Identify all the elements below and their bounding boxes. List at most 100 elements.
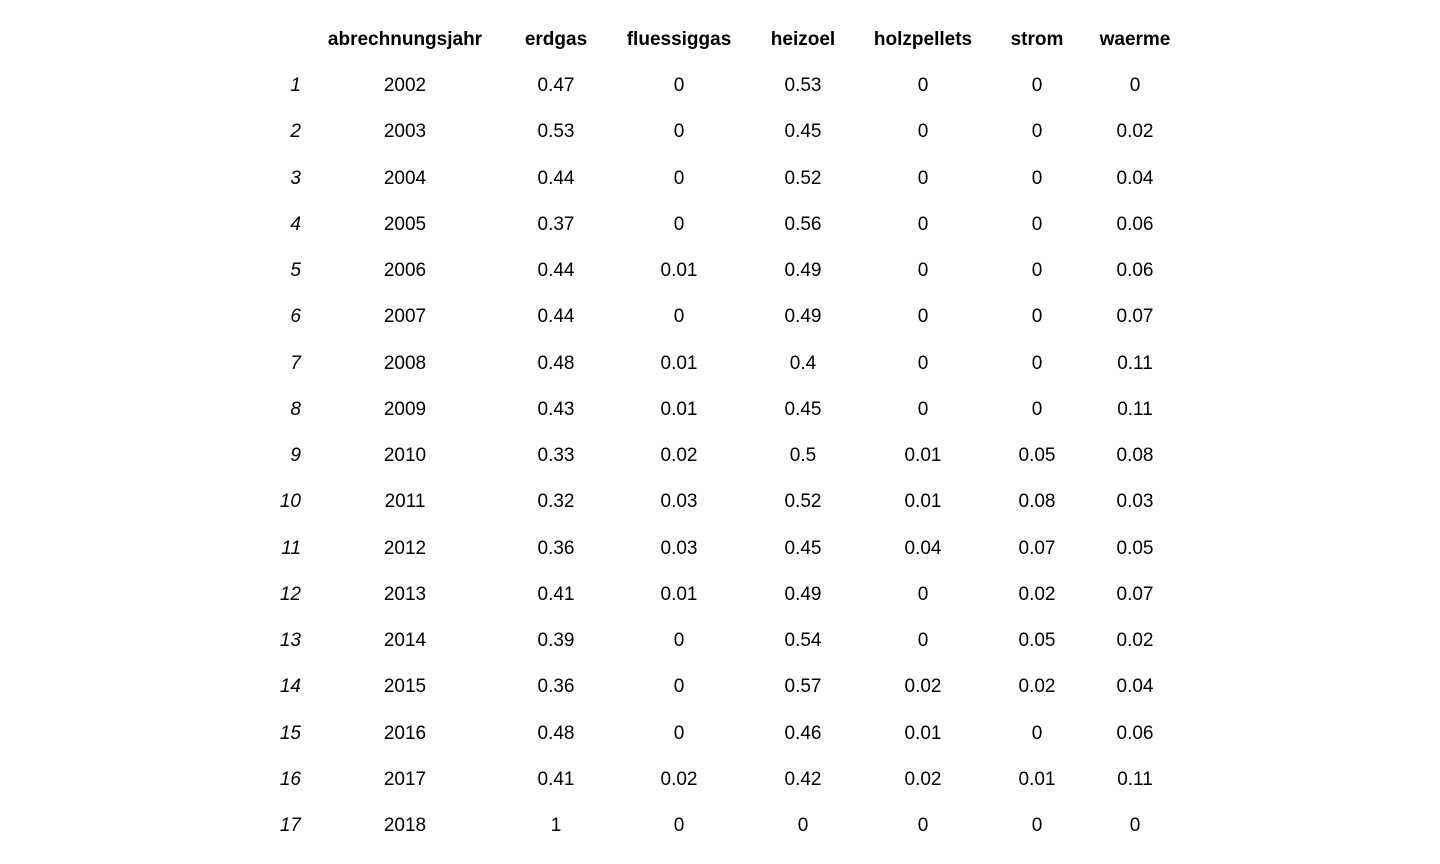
table-cell-abrechnungsjahr: 2016 <box>383 723 427 744</box>
row-index: 10 <box>279 491 301 512</box>
table-cell-fluessiggas: 0.01 <box>660 584 698 605</box>
table-cell-strom: 0 <box>1031 399 1043 420</box>
column-header-abrechnungsjahr: abrechnungsjahr <box>327 29 483 50</box>
table-cell-strom: 0 <box>1031 214 1043 235</box>
table-cell-heizoel: 0.52 <box>784 168 822 189</box>
table-cell-waerme: 0.04 <box>1116 168 1154 189</box>
row-index: 17 <box>279 815 301 836</box>
table-cell-fluessiggas: 0.02 <box>660 445 698 466</box>
table-cell-heizoel: 0.57 <box>784 676 822 697</box>
table-cell-erdgas: 0.41 <box>537 584 575 605</box>
table-cell-fluessiggas: 0 <box>673 815 685 836</box>
row-index: 16 <box>279 769 301 790</box>
table-cell-waerme: 0.06 <box>1116 723 1154 744</box>
table-cell-abrechnungsjahr: 2018 <box>383 815 427 836</box>
table-cell-heizoel: 0.45 <box>784 538 822 559</box>
table-cell-erdgas: 0.36 <box>537 538 575 559</box>
table-cell-holzpellets: 0 <box>917 306 929 327</box>
table-cell-erdgas: 0.48 <box>537 353 575 374</box>
row-index: 2 <box>290 121 301 142</box>
table-cell-heizoel: 0.49 <box>784 584 822 605</box>
table-cell-erdgas: 1 <box>550 815 562 836</box>
table-cell-holzpellets: 0 <box>917 121 929 142</box>
table-cell-holzpellets: 0 <box>917 353 929 374</box>
table-cell-abrechnungsjahr: 2012 <box>383 538 427 559</box>
table-cell-strom: 0 <box>1031 815 1043 836</box>
table-cell-strom: 0 <box>1031 723 1043 744</box>
table-cell-holzpellets: 0 <box>917 815 929 836</box>
table-cell-fluessiggas: 0 <box>673 75 685 96</box>
column-header-heizoel: heizoel <box>770 29 836 50</box>
table-cell-strom: 0.01 <box>1018 769 1056 790</box>
table-cell-heizoel: 0.53 <box>784 75 822 96</box>
table-cell-erdgas: 0.37 <box>537 214 575 235</box>
table-cell-waerme: 0 <box>1129 815 1141 836</box>
table-cell-erdgas: 0.33 <box>537 445 575 466</box>
table-cell-strom: 0 <box>1031 168 1043 189</box>
table-cell-fluessiggas: 0.02 <box>660 769 698 790</box>
table-cell-strom: 0 <box>1031 260 1043 281</box>
table-cell-abrechnungsjahr: 2009 <box>383 399 427 420</box>
table-cell-abrechnungsjahr: 2010 <box>383 445 427 466</box>
table-cell-fluessiggas: 0.01 <box>660 260 698 281</box>
table-cell-abrechnungsjahr: 2003 <box>383 121 427 142</box>
table-cell-waerme: 0.05 <box>1116 538 1154 559</box>
table-cell-holzpellets: 0.02 <box>904 769 942 790</box>
table-cell-fluessiggas: 0 <box>673 121 685 142</box>
column-header-holzpellets: holzpellets <box>873 29 973 50</box>
row-index: 14 <box>279 676 301 697</box>
row-index: 5 <box>290 260 301 281</box>
table-cell-waerme: 0.06 <box>1116 214 1154 235</box>
row-index: 9 <box>290 445 301 466</box>
table-cell-erdgas: 0.44 <box>537 260 575 281</box>
table-cell-erdgas: 0.48 <box>537 723 575 744</box>
table-cell-waerme: 0.06 <box>1116 260 1154 281</box>
table-cell-fluessiggas: 0 <box>673 214 685 235</box>
table-cell-heizoel: 0.46 <box>784 723 822 744</box>
table-cell-fluessiggas: 0.03 <box>660 491 698 512</box>
table-cell-waerme: 0.03 <box>1116 491 1154 512</box>
table-cell-strom: 0.05 <box>1018 630 1056 651</box>
table-cell-erdgas: 0.41 <box>537 769 575 790</box>
table-cell-holzpellets: 0.01 <box>904 491 942 512</box>
table-cell-abrechnungsjahr: 2007 <box>383 306 427 327</box>
table-cell-waerme: 0.07 <box>1116 584 1154 605</box>
table-cell-fluessiggas: 0.01 <box>660 353 698 374</box>
table-cell-abrechnungsjahr: 2008 <box>383 353 427 374</box>
table-cell-abrechnungsjahr: 2013 <box>383 584 427 605</box>
table-cell-holzpellets: 0 <box>917 75 929 96</box>
row-index: 3 <box>290 168 301 189</box>
table-cell-erdgas: 0.32 <box>537 491 575 512</box>
table-cell-strom: 0 <box>1031 75 1043 96</box>
column-header-waerme: waerme <box>1099 29 1171 50</box>
table-cell-heizoel: 0.45 <box>784 399 822 420</box>
table-cell-erdgas: 0.47 <box>537 75 575 96</box>
table-cell-heizoel: 0.49 <box>784 260 822 281</box>
row-index: 7 <box>290 353 301 374</box>
table-cell-erdgas: 0.44 <box>537 306 575 327</box>
table-cell-holzpellets: 0.01 <box>904 445 942 466</box>
table-cell-abrechnungsjahr: 2005 <box>383 214 427 235</box>
table-cell-strom: 0 <box>1031 306 1043 327</box>
table-cell-waerme: 0.11 <box>1117 769 1153 790</box>
table-cell-holzpellets: 0 <box>917 214 929 235</box>
column-header-fluessiggas: fluessiggas <box>626 29 732 50</box>
table-cell-abrechnungsjahr: 2014 <box>383 630 427 651</box>
table-cell-abrechnungsjahr: 2004 <box>383 168 427 189</box>
table-cell-erdgas: 0.39 <box>537 630 575 651</box>
table-cell-heizoel: 0.42 <box>784 769 822 790</box>
table-cell-heizoel: 0 <box>797 815 809 836</box>
table-cell-holzpellets: 0.04 <box>904 538 942 559</box>
table-cell-heizoel: 0.4 <box>789 353 817 374</box>
table-cell-erdgas: 0.43 <box>537 399 575 420</box>
table-cell-strom: 0 <box>1031 121 1043 142</box>
table-cell-abrechnungsjahr: 2011 <box>384 491 426 512</box>
table-cell-fluessiggas: 0.03 <box>660 538 698 559</box>
row-index: 12 <box>279 584 301 605</box>
table-cell-holzpellets: 0 <box>917 399 929 420</box>
table-cell-waerme: 0 <box>1129 75 1141 96</box>
table-cell-waerme: 0.04 <box>1116 676 1154 697</box>
table-cell-erdgas: 0.44 <box>537 168 575 189</box>
column-header-erdgas: erdgas <box>524 29 588 50</box>
table-cell-abrechnungsjahr: 2002 <box>383 75 427 96</box>
